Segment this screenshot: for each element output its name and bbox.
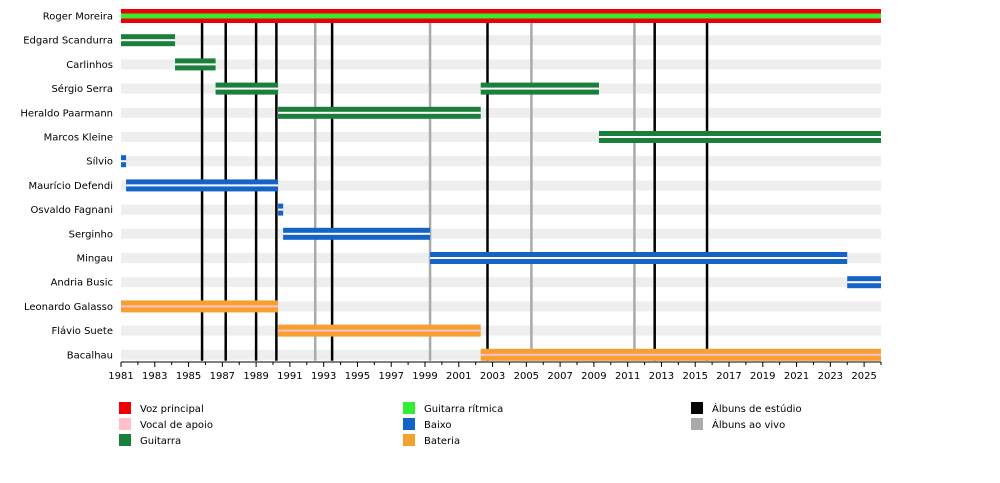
legend-swatch xyxy=(403,418,415,430)
legend-label: Guitarra xyxy=(140,436,181,447)
member-labels: Roger Moreira Edgard Scandurra Carlinhos Sé… xyxy=(20,12,113,362)
legend-swatch xyxy=(403,434,415,446)
member-label: Carlinhos xyxy=(66,60,113,71)
x-tick-label: 1989 xyxy=(243,371,268,382)
member-bar-inner xyxy=(175,63,216,66)
row-band xyxy=(121,132,881,142)
row-band xyxy=(121,180,881,191)
legend-label: Guitarra rítmica xyxy=(424,403,503,415)
legend-label: Voz principal xyxy=(140,404,204,415)
legend-swatch xyxy=(691,418,703,430)
member-bar-inner xyxy=(278,208,284,211)
member-label: Leonardo Galasso xyxy=(24,302,113,313)
row-band xyxy=(121,156,881,167)
member-label: Heraldo Paarmann xyxy=(20,108,113,119)
member-label: Marcos Kleine xyxy=(44,133,113,144)
x-tick-label: 2011 xyxy=(615,371,640,382)
legend-swatch xyxy=(691,402,703,414)
row-band xyxy=(121,107,881,118)
x-tick-label: 1993 xyxy=(311,371,336,382)
legend: Voz principal Vocal de apoio Guitarra Guita… xyxy=(119,402,802,447)
member-label: Sílvio xyxy=(86,156,113,168)
member-bar-inner xyxy=(847,281,881,284)
x-tick-label: 2007 xyxy=(547,371,572,382)
member-label: Edgard Scandurra xyxy=(23,36,113,47)
x-tick-label: 1999 xyxy=(412,371,437,382)
member-bar-inner xyxy=(126,184,279,187)
member-bar-inner xyxy=(430,257,848,259)
x-tick-label: 1985 xyxy=(176,371,201,382)
x-tick-label: 1983 xyxy=(142,371,167,382)
member-bar-inner xyxy=(121,305,279,308)
x-tick-label: 2025 xyxy=(851,371,876,382)
row-band xyxy=(121,228,881,239)
x-tick-label: 2019 xyxy=(750,371,775,382)
member-bar-inner xyxy=(121,160,127,163)
x-tick-label: 1987 xyxy=(210,371,235,382)
member-label: Flávio Suete xyxy=(51,325,113,337)
member-bar-inner xyxy=(278,329,481,332)
x-axis: 1981 1983 1985 1987 1989 1991 1993 1995 1997 1999… xyxy=(108,361,882,382)
member-bar-inner xyxy=(480,87,599,90)
row-band xyxy=(121,204,881,215)
legend-swatch xyxy=(119,402,131,414)
legend-swatch xyxy=(119,418,131,430)
x-tick-label: 1995 xyxy=(345,371,370,382)
legend-label: Baixo xyxy=(424,420,452,431)
legend-label: Vocal de apoio xyxy=(140,420,213,431)
member-label: Sérgio Serra xyxy=(51,83,113,95)
row-band xyxy=(121,301,881,312)
member-bar-inner xyxy=(480,353,881,356)
member-bar-inner xyxy=(215,87,279,90)
row-band xyxy=(121,325,881,336)
legend-label: Bateria xyxy=(424,436,460,447)
x-tick-label: 2009 xyxy=(581,371,606,382)
x-tick-label: 2021 xyxy=(784,371,809,382)
member-label: Roger Moreira xyxy=(43,12,113,23)
x-tick-label: 2013 xyxy=(649,371,674,382)
legend-swatch xyxy=(119,434,131,446)
member-bar-inner xyxy=(121,39,176,42)
x-tick-label: 2001 xyxy=(446,371,471,382)
x-tick-label: 2005 xyxy=(514,371,539,382)
legend-swatch xyxy=(403,402,415,414)
legend-label: Álbuns de estúdio xyxy=(712,402,802,415)
member-label: Maurício Defendi xyxy=(28,180,113,192)
member-bar-inner xyxy=(121,13,881,19)
member-label: Andria Busic xyxy=(51,278,113,289)
row-band xyxy=(121,35,881,46)
x-tick-label: 2003 xyxy=(480,371,505,382)
legend-label: Álbuns ao vivo xyxy=(712,418,785,431)
member-label: Bacalhau xyxy=(67,350,113,361)
x-tick-label: 1991 xyxy=(277,371,302,382)
x-tick-label: 2023 xyxy=(818,371,843,382)
row-band xyxy=(121,277,881,288)
x-tick-label: 1997 xyxy=(378,371,403,382)
member-bar-inner xyxy=(598,136,881,138)
row-band xyxy=(121,59,881,70)
member-bar-inner xyxy=(278,111,481,114)
member-label: Osvaldo Fagnani xyxy=(31,205,113,216)
member-bars xyxy=(121,9,881,361)
member-label: Mingau xyxy=(76,254,113,265)
x-tick-label: 1981 xyxy=(108,371,133,382)
x-tick-label: 2015 xyxy=(682,371,707,382)
member-bar-inner xyxy=(283,232,431,235)
member-label: Serginho xyxy=(69,229,113,240)
x-tick-label: 2017 xyxy=(716,371,741,382)
